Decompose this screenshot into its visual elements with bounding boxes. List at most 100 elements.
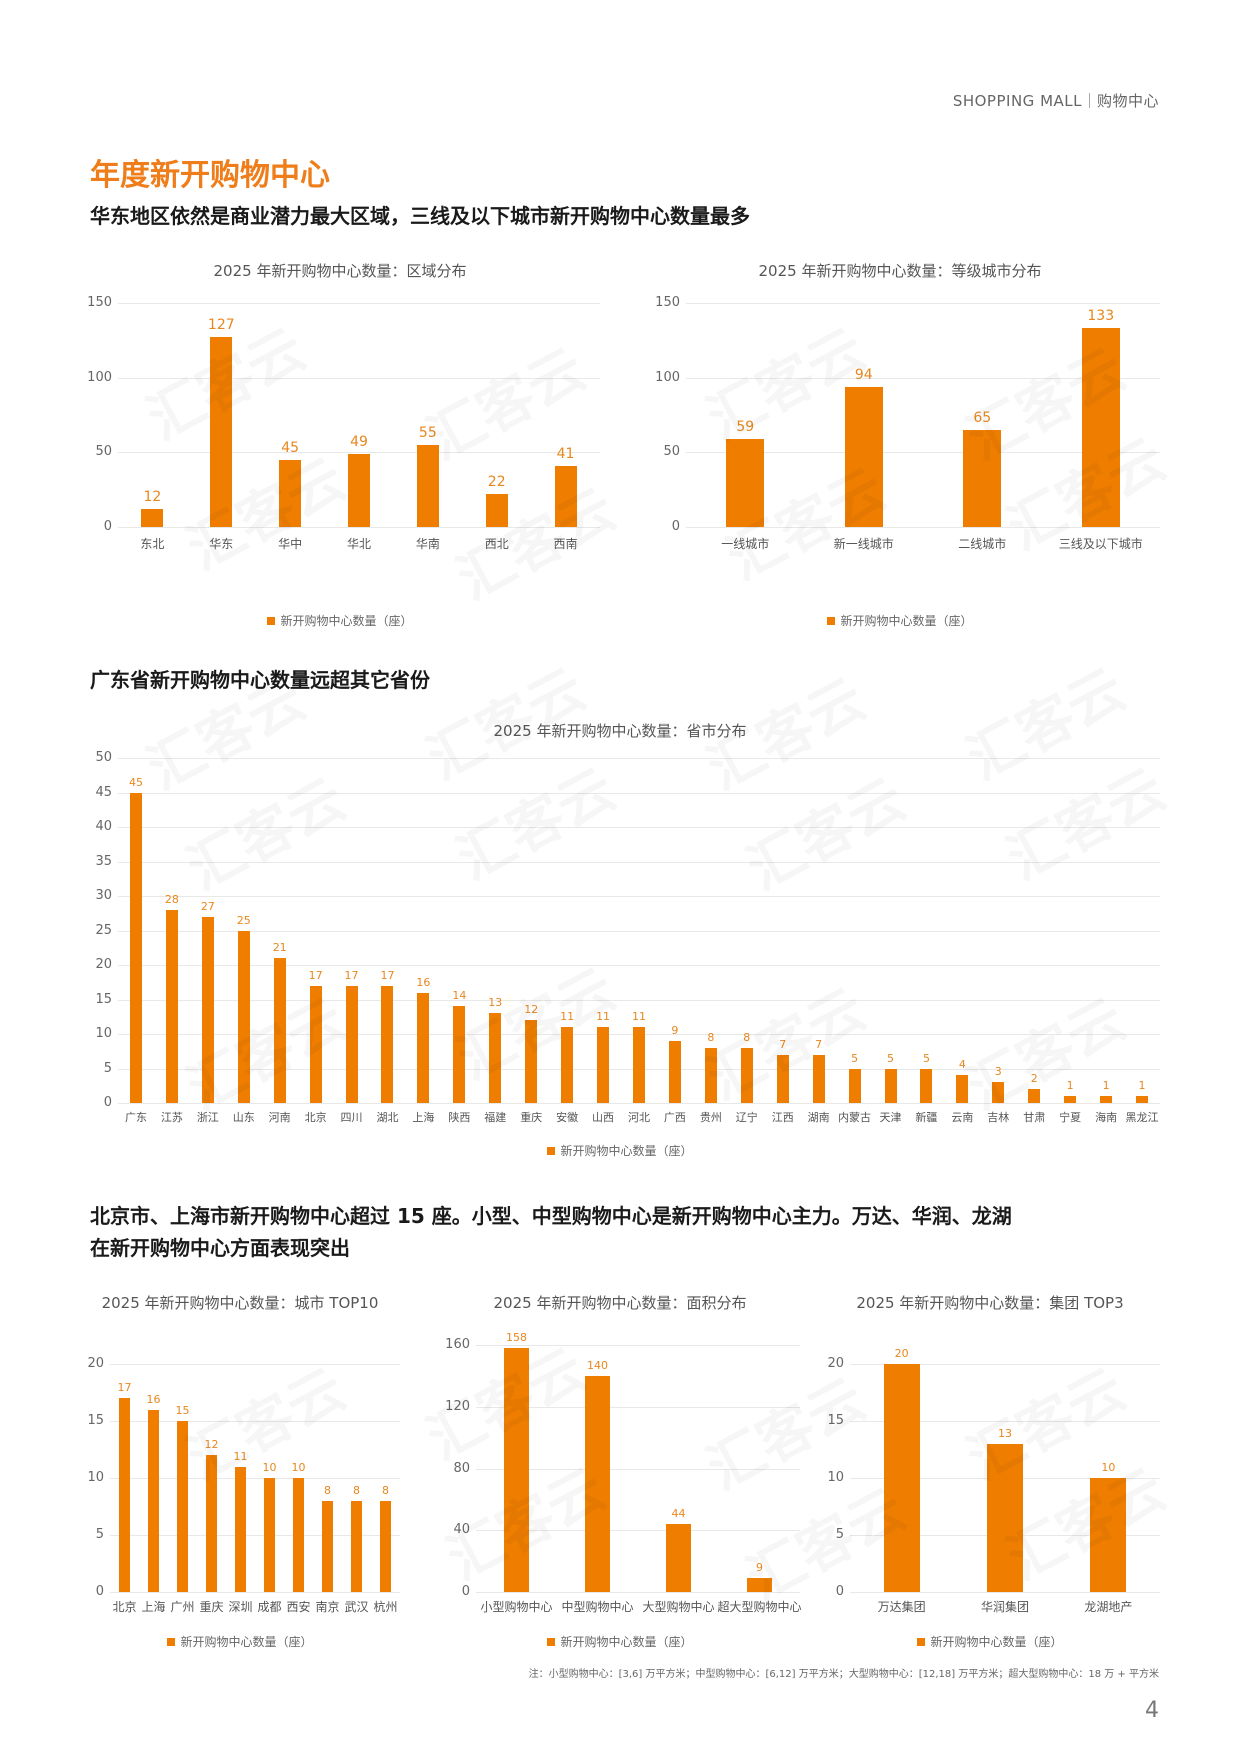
- bar-value-label: 65: [973, 409, 992, 426]
- chart-title: 2025 年新开购物中心数量：区域分布: [213, 262, 467, 280]
- x-tick-label: 华东: [209, 537, 234, 551]
- gridline: [110, 1364, 400, 1365]
- x-tick-label: 北京: [112, 1600, 137, 1614]
- bar-杭州: [380, 1500, 391, 1592]
- chart-title: 2025 年新开购物中心数量：省市分布: [493, 722, 747, 740]
- x-tick-label: 龙湖地产: [1084, 1600, 1133, 1614]
- chart-region-distribution: 2025 年新开购物中心数量：区域分布 0 50 100 150 东北 华东 华中 华北 华南 西北…: [80, 250, 600, 630]
- bar-value-label: 16: [146, 1392, 161, 1406]
- gridline: [118, 758, 1160, 759]
- gridline: [686, 377, 1160, 379]
- bar-value-label: 44: [671, 1507, 686, 1521]
- chart-city-top10: 2025 年新开购物中心数量：城市 TOP10 0 5 10 15 20 北京 上海 广州 重庆深…: [80, 1288, 400, 1649]
- x-tick-label: 大型购物中心: [642, 1600, 715, 1614]
- x-tick-label: 北京: [304, 1111, 327, 1124]
- legend-label: 新开购物中心数量（座）: [560, 1144, 693, 1158]
- gridline: [118, 827, 1160, 828]
- x-tick-label: 甘肃: [1023, 1111, 1046, 1124]
- header-tag-en: SHOPPING MALL: [952, 92, 1082, 110]
- x-tick-label: 福建: [484, 1111, 507, 1124]
- bar-云南: [956, 1075, 969, 1103]
- bar-万达集团: [883, 1364, 920, 1592]
- bar-湖北: [381, 985, 394, 1103]
- header-tag: SHOPPING MALL 购物中心: [953, 90, 1159, 111]
- y-tick-label: 50: [95, 750, 112, 765]
- gridline: [476, 1592, 800, 1593]
- x-tick-label: 河北: [627, 1111, 650, 1124]
- gridline: [850, 1364, 1160, 1365]
- y-tick-label: 0: [835, 1584, 844, 1599]
- x-tick-label: 黑龙江: [1125, 1111, 1159, 1124]
- bar-安徽: [561, 1027, 574, 1103]
- bar-二线城市: [963, 429, 1002, 527]
- y-tick-label: 20: [827, 1356, 844, 1371]
- plot-area: 20 13 10: [850, 1347, 1160, 1593]
- gridline: [110, 1535, 400, 1536]
- bar-value-label: 28: [164, 892, 179, 906]
- bar-value-label: 5: [922, 1051, 930, 1065]
- gridline: [118, 896, 1160, 897]
- page-number: 4: [1145, 1698, 1159, 1723]
- gridline: [850, 1421, 1160, 1422]
- gridline: [118, 377, 600, 379]
- gridline: [476, 1468, 800, 1470]
- bar-四川: [345, 985, 358, 1103]
- gridline: [850, 1592, 1160, 1593]
- bar-value-label: 17: [117, 1381, 132, 1395]
- bar-成都: [264, 1478, 275, 1592]
- y-tick-label: 0: [103, 1095, 112, 1110]
- x-tick-label: 贵州: [699, 1111, 722, 1124]
- gridline: [118, 930, 1160, 932]
- bar-浙江: [201, 916, 214, 1103]
- chart-title: 2025 年新开购物中心数量：城市 TOP10: [101, 1294, 379, 1312]
- y-tick-label: 50: [95, 444, 112, 460]
- legend-swatch-icon: [917, 1638, 926, 1646]
- bar-value-label: 2: [1030, 1072, 1038, 1086]
- x-tick-label: 南京: [315, 1600, 340, 1614]
- bar-江西: [776, 1054, 789, 1103]
- y-tick-label: 45: [95, 784, 112, 800]
- bar-value-label: 1: [1066, 1079, 1074, 1093]
- x-tick-label: 湖北: [376, 1111, 399, 1124]
- bar-value-label: 13: [488, 996, 503, 1010]
- chart-area-distribution: 2025 年新开购物中心数量：面积分布 0 40 80 120 160 小型购物中心 中型购物…: [440, 1288, 801, 1650]
- bar-value-label: 22: [487, 474, 506, 491]
- gridline: [686, 527, 1160, 528]
- legend-label: 新开购物中心数量（座）: [840, 614, 973, 628]
- bar-value-label: 9: [671, 1023, 679, 1037]
- bar-value-label: 1: [1102, 1079, 1110, 1093]
- x-tick-label: 吉林: [987, 1111, 1010, 1124]
- y-tick-label: 20: [95, 957, 112, 972]
- bar-江苏: [165, 909, 178, 1103]
- bar-value-label: 4: [958, 1058, 966, 1072]
- chart-title: 2025 年新开购物中心数量：面积分布: [493, 1294, 747, 1312]
- x-tick-label: 中型购物中心: [561, 1600, 634, 1614]
- bar-value-label: 8: [324, 1483, 331, 1497]
- bar-value-label: 8: [353, 1483, 360, 1497]
- x-tick-label: 重庆: [520, 1111, 543, 1124]
- bar-中型购物中心: [585, 1375, 610, 1592]
- legend-swatch-icon: [827, 617, 836, 625]
- page-title: 年度新开购物中心: [90, 158, 330, 193]
- bar-value-label: 25: [236, 913, 251, 927]
- bar-华北: [348, 453, 370, 527]
- gridline: [118, 792, 1160, 794]
- bar-吉林: [992, 1082, 1005, 1103]
- legend-swatch-icon: [167, 1638, 176, 1646]
- section-heading-province: 广东省新开购物中心数量远超其它省份: [90, 668, 430, 692]
- chart-legend: 新开购物中心数量（座）: [440, 1633, 800, 1650]
- header-tag-cn: 购物中心: [1096, 92, 1159, 110]
- bar-大型购物中心: [666, 1524, 691, 1592]
- bar-value-label: 17: [344, 968, 359, 982]
- gridline: [118, 999, 1160, 1001]
- gridline: [118, 861, 1160, 863]
- bar-value-label: 55: [418, 424, 437, 441]
- chart-legend: 新开购物中心数量（座）: [80, 1142, 1160, 1159]
- bar-value-label: 3: [994, 1065, 1002, 1079]
- x-tick-label: 辽宁: [735, 1111, 758, 1124]
- bar-广东: [129, 792, 142, 1103]
- bar-value-label: 133: [1087, 308, 1115, 325]
- chart-title: 2025 年新开购物中心数量：集团 TOP3: [856, 1294, 1124, 1312]
- x-tick-label: 一线城市: [721, 537, 770, 551]
- y-tick-label: 50: [663, 444, 680, 460]
